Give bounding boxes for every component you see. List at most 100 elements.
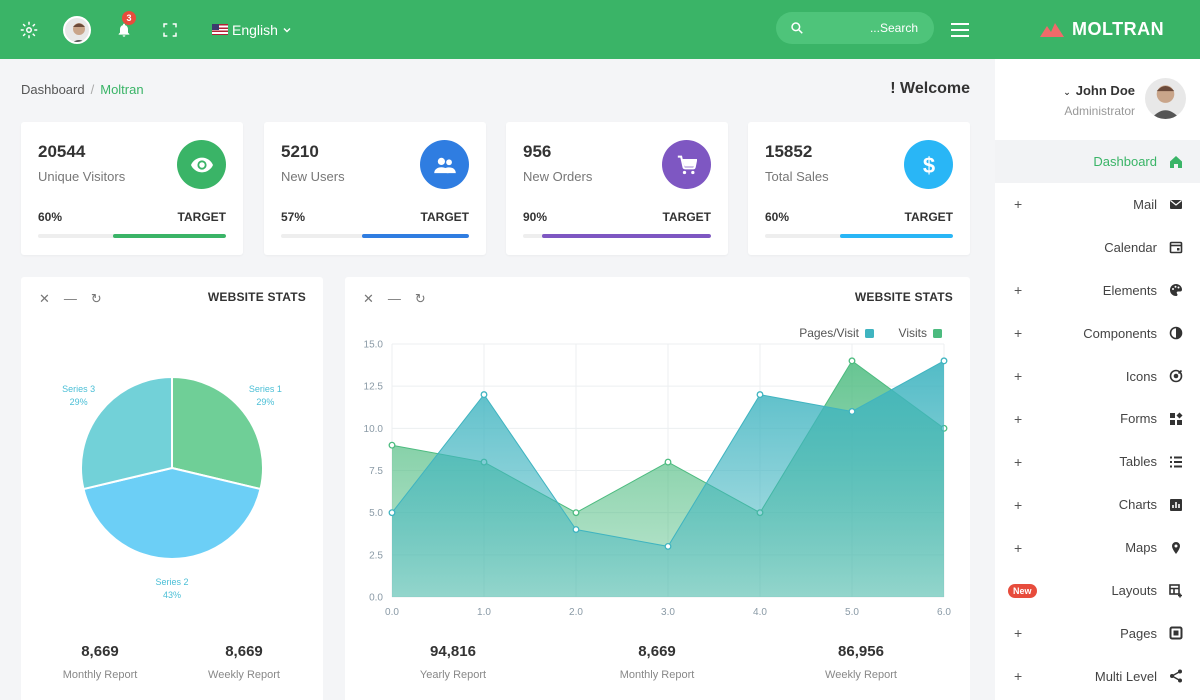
sidebar-item-forms[interactable]: + Forms [995, 397, 1200, 440]
expand-plus-icon[interactable]: + [1014, 368, 1023, 384]
sidebar-item-label: Mail [1133, 196, 1157, 212]
data-point[interactable] [848, 408, 856, 415]
settings-gear-icon[interactable] [18, 0, 40, 59]
header-avatar[interactable] [62, 0, 92, 59]
sidebar-item-charts[interactable]: + Charts [995, 483, 1200, 526]
y-tick-label: 0.0 [369, 593, 383, 604]
close-icon[interactable]: ✕ [363, 291, 374, 306]
brand-logo[interactable]: MOLTRAN [1040, 0, 1164, 59]
stat-card-visitors: 20544 Unique Visitors 60% TARGET [21, 122, 243, 255]
expand-plus-icon[interactable]: + [1014, 625, 1023, 642]
sidebar-item-label: Components [1083, 325, 1157, 341]
pie-slice[interactable] [171, 375, 264, 491]
x-tick-label: 2.0 [569, 607, 583, 618]
refresh-icon[interactable]: ↻ [90, 291, 102, 306]
svg-text:$: $ [922, 153, 934, 177]
sidebar-item-pages[interactable]: + Pages [995, 612, 1200, 655]
panel-title: WEBSITE STATS [207, 290, 306, 304]
menu-toggle-icon[interactable] [950, 0, 970, 59]
avatar [63, 15, 91, 44]
stat-card-sales: 15852 Total Sales $ 60% TARGET [748, 122, 970, 255]
sidebar-item-icons[interactable]: + Icons [995, 355, 1200, 398]
dollar-icon: $ [904, 140, 953, 189]
sidebar-item-dashboard[interactable]: Dashboard [995, 140, 1200, 183]
pie-series-label: Series 3 [62, 384, 95, 394]
expand-plus-icon[interactable]: + [1014, 496, 1023, 513]
data-point[interactable] [664, 458, 672, 466]
widgets-icon [1169, 412, 1183, 426]
pie-series-label: Series 2 [155, 577, 188, 587]
language-selector[interactable]: English [212, 0, 292, 59]
notifications-bell-icon[interactable]: 3 [112, 0, 136, 59]
top-bar: 3 English MOLTRAN [0, 0, 1200, 59]
progress-fill [541, 234, 711, 238]
data-point[interactable] [848, 357, 856, 365]
expand-plus-icon[interactable]: + [1014, 539, 1023, 556]
stat-label: New Orders [523, 169, 593, 184]
sidebar-item-mail[interactable]: + Mail [995, 183, 1200, 226]
pie-stats-panel: ✕ — ↻ WEBSITE STATS Series 1 29% Series 2 4… [21, 277, 323, 700]
breadcrumb-home[interactable]: Dashboard [21, 82, 85, 97]
stat-value: 956 [523, 142, 552, 161]
footer-label: Monthly Report [619, 669, 695, 681]
stat-target-label: TARGET [177, 210, 226, 224]
area-series-fill [392, 360, 944, 597]
avatar[interactable] [1145, 78, 1186, 119]
list-icon [1169, 455, 1183, 469]
stat-label: Total Sales [765, 169, 829, 184]
expand-plus-icon[interactable]: + [1014, 668, 1023, 685]
progress-bar [281, 234, 469, 238]
fullscreen-icon[interactable] [160, 0, 180, 59]
sidebar-item-tables[interactable]: + Tables [995, 440, 1200, 483]
data-point[interactable] [664, 542, 672, 550]
data-point[interactable] [480, 391, 488, 399]
brand-name: MOLTRAN [1072, 19, 1165, 39]
search-icon[interactable] [790, 21, 804, 35]
pages-icon [1169, 626, 1183, 640]
progress-fill [113, 234, 226, 238]
user-profile[interactable]: ⌄ John Doe Administrator [995, 59, 1200, 139]
x-tick-label: 1.0 [477, 607, 491, 618]
data-point[interactable] [388, 441, 396, 449]
sidebar-item-components[interactable]: + Components [995, 312, 1200, 355]
data-point[interactable] [756, 391, 764, 399]
sidebar-item-layouts[interactable]: New Layouts [995, 569, 1200, 612]
data-point[interactable] [940, 357, 948, 365]
expand-plus-icon[interactable]: + [1014, 453, 1023, 470]
expand-plus-icon[interactable]: + [1014, 325, 1023, 342]
minimize-icon[interactable]: — [63, 291, 77, 306]
sidebar: ⌄ John Doe Administrator Dashboard + Mail Ca… [995, 59, 1200, 700]
expand-plus-icon[interactable]: + [1014, 282, 1023, 299]
sidebar-item-elements[interactable]: + Elements [995, 269, 1200, 312]
sidebar-item-label: Icons [1125, 368, 1157, 384]
user-name[interactable]: ⌄ John Doe [1063, 83, 1135, 98]
chevron-down-icon [283, 27, 291, 32]
data-point[interactable] [572, 509, 580, 517]
data-point[interactable] [572, 526, 580, 533]
sidebar-item-multi-level[interactable]: + Multi Level [995, 655, 1200, 698]
search-input[interactable] [808, 21, 918, 35]
pie-slice[interactable] [80, 375, 173, 491]
progress-bar [523, 234, 711, 238]
expand-plus-icon[interactable]: + [1014, 196, 1023, 213]
footer-value: 8,669 [81, 643, 119, 660]
target-icon [1169, 369, 1183, 383]
footer-value: 94,816 [430, 643, 476, 660]
refresh-icon[interactable]: ↻ [414, 291, 426, 306]
panel-tools: ✕ — ↻ [39, 291, 102, 307]
expand-plus-icon[interactable]: + [1014, 410, 1023, 427]
pie-percent-label: 43% [163, 590, 181, 600]
sidebar-item-maps[interactable]: + Maps [995, 526, 1200, 569]
data-point[interactable] [388, 509, 396, 517]
sidebar-item-label: Charts [1118, 497, 1157, 513]
minimize-icon[interactable]: — [387, 291, 401, 306]
close-icon[interactable]: ✕ [39, 291, 50, 306]
sidebar-item-label: Forms [1120, 411, 1157, 427]
cart-icon [662, 140, 711, 189]
y-tick-label: 15.0 [364, 340, 384, 351]
stat-value: 5210 [281, 142, 319, 161]
pie-slice[interactable] [82, 466, 262, 560]
sidebar-item-calendar[interactable]: Calendar [995, 226, 1200, 269]
stat-percent: 57% [281, 210, 306, 224]
home-icon [1169, 155, 1183, 169]
